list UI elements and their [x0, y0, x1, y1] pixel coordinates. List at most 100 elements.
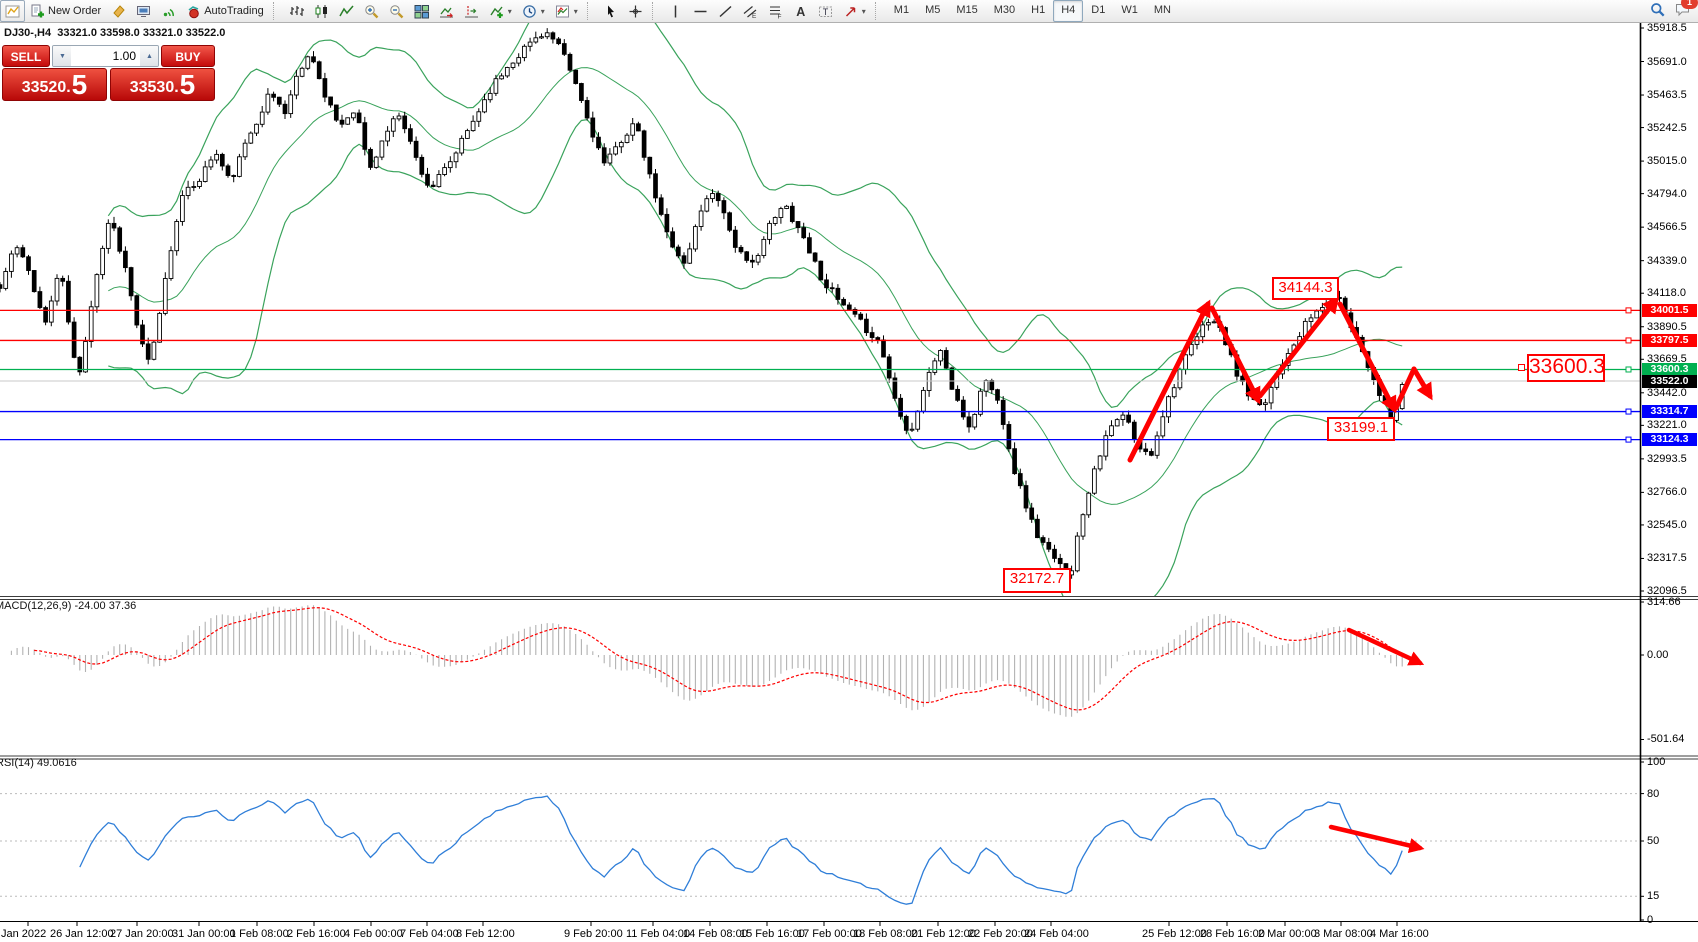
svg-text:F: F: [777, 13, 781, 19]
auto-scroll-button[interactable]: [434, 0, 459, 22]
styles-button[interactable]: [106, 0, 131, 22]
level-price-badge: 33124.3: [1642, 433, 1697, 447]
signals-button[interactable]: [156, 0, 181, 22]
volume-increase-button[interactable]: ▲: [140, 46, 158, 66]
price-annotation-box[interactable]: 33600.3: [1527, 354, 1605, 382]
buy-price-display[interactable]: 33530. 5: [110, 68, 215, 101]
toolbar-separator: [272, 2, 281, 20]
indicators-icon: [489, 4, 504, 19]
time-axis-label: 3 Mar 08:00: [1314, 928, 1373, 940]
tile-windows-button[interactable]: [409, 0, 434, 22]
text-icon: A: [793, 4, 808, 19]
equidistant-channel-icon: E: [743, 4, 758, 19]
equidistant-channel-button[interactable]: E: [738, 0, 763, 22]
time-axis-label: 11 Feb 04:00: [626, 928, 691, 940]
volume-stepper: ▼ ▲: [52, 45, 159, 67]
periods-button[interactable]: ▾: [517, 0, 550, 22]
rsi-axis-tick: 15: [1647, 890, 1660, 903]
autotrading-button[interactable]: AutoTrading: [181, 0, 269, 22]
chat-icon[interactable]: 1: [1675, 0, 1698, 20]
search-icon[interactable]: [1650, 2, 1665, 20]
autotrading-icon: [186, 4, 201, 19]
price-axis-tick: 33221.0: [1647, 419, 1687, 432]
time-axis-label: 17 Feb 00:00: [797, 928, 862, 940]
timeframe-w1-button[interactable]: W1: [1121, 4, 1138, 16]
horizontal-line-button[interactable]: [688, 0, 713, 22]
text-button[interactable]: A: [788, 0, 813, 22]
zoom-in-button[interactable]: [359, 0, 384, 22]
level-price-badge: 33797.5: [1642, 333, 1697, 347]
annotation-handle[interactable]: [1518, 364, 1525, 371]
level-price-badge: 33600.3: [1642, 362, 1697, 376]
price-axis-tick: 35015.0: [1647, 155, 1687, 168]
volume-decrease-button[interactable]: ▼: [53, 46, 71, 66]
styles-icon: [111, 4, 126, 19]
templates-button[interactable]: ▾: [550, 0, 583, 22]
macd-indicator-label: MACD(12,26,9) -24.00 37.36: [0, 600, 137, 612]
price-annotation-box[interactable]: 33199.1: [1327, 417, 1395, 441]
chart-mini-button[interactable]: [0, 0, 25, 22]
timeframe-d1-button[interactable]: D1: [1091, 4, 1106, 16]
indicators-button[interactable]: ▾: [484, 0, 517, 22]
timeframe-mn-button[interactable]: MN: [1153, 4, 1171, 16]
new-order-button[interactable]: New Order: [25, 0, 106, 22]
price-axis-tick: 34794.0: [1647, 187, 1687, 200]
macd-axis-tick: 0.00: [1647, 649, 1669, 661]
chart-area[interactable]: DJ30-,H4 33321.0 33598.0 33321.0 33522.0…: [0, 22, 1698, 942]
sell-price-display[interactable]: 33520. 5: [2, 68, 107, 101]
timeframe-h4-button[interactable]: H4: [1053, 0, 1084, 22]
timeframe-h1-button[interactable]: H1: [1031, 4, 1046, 16]
zoom-out-icon: [389, 4, 404, 19]
time-axis-label: 25 Feb 12:00: [1142, 928, 1207, 940]
svg-text:E: E: [752, 13, 757, 19]
toolbar-separator: [586, 2, 595, 20]
cursor-button[interactable]: [598, 0, 623, 22]
chart-shift-button[interactable]: [459, 0, 484, 22]
time-axis-label: 4 Mar 16:00: [1370, 928, 1429, 940]
rsi-indicator-label: RSI(14) 49.0616: [0, 757, 77, 769]
bar-chart-button[interactable]: [284, 0, 309, 22]
volume-input[interactable]: [71, 46, 140, 66]
chart-mini-icon: [5, 4, 20, 19]
price-axis-tick: 35242.5: [1647, 121, 1687, 134]
chevron-down-icon: ▾: [507, 6, 512, 16]
rsi-axis-tick: 80: [1647, 787, 1660, 800]
chevron-down-icon: ▾: [540, 6, 545, 16]
new-order-icon: [30, 4, 45, 19]
timeframe-m15-button[interactable]: M15: [956, 4, 978, 16]
chevron-down-icon: ▾: [573, 6, 578, 16]
price-axis-tick: 34118.0: [1647, 287, 1686, 300]
price-annotation-box[interactable]: 32172.7: [1003, 568, 1071, 593]
zoom-out-button[interactable]: [384, 0, 409, 22]
svg-text:A: A: [796, 5, 805, 19]
periods-icon: [522, 4, 537, 19]
arrows-button[interactable]: ▾: [838, 0, 871, 22]
tile-windows-icon: [414, 4, 429, 19]
trendline-button[interactable]: [713, 0, 738, 22]
timeframe-m5-button[interactable]: M5: [925, 4, 941, 16]
price-axis-tick: 34566.5: [1647, 221, 1687, 234]
price-annotation-box[interactable]: 34144.3: [1272, 277, 1339, 300]
candlestick-chart-icon: [314, 4, 329, 19]
time-axis-label: 1 Feb 08:00: [230, 928, 289, 940]
auto-scroll-icon: [439, 4, 454, 19]
vertical-line-button[interactable]: [663, 0, 688, 22]
fibonacci-button[interactable]: F: [763, 0, 788, 22]
time-axis-label: 22 Feb 20:00: [968, 928, 1033, 940]
price-axis-tick: 32317.5: [1647, 552, 1687, 565]
chart-ohlc-values: 33321.0 33598.0 33321.0 33522.0: [57, 27, 226, 39]
price-axis-tick: 34339.0: [1647, 254, 1687, 267]
text-label-button[interactable]: T: [813, 0, 838, 22]
timeframe-m1-button[interactable]: M1: [893, 4, 910, 16]
arrows-icon: [843, 4, 858, 19]
sell-button[interactable]: SELL: [2, 45, 50, 67]
chart-canvas: [0, 23, 1698, 926]
crosshair-button[interactable]: [623, 0, 648, 22]
chat-badge: 1: [1681, 0, 1698, 9]
line-chart-button[interactable]: [334, 0, 359, 22]
timeframe-m30-button[interactable]: M30: [993, 4, 1016, 16]
time-axis-label: 27 Jan 20:00: [110, 928, 174, 940]
metaeditor-button[interactable]: [131, 0, 156, 22]
candlestick-chart-button[interactable]: [309, 0, 334, 22]
buy-button[interactable]: BUY: [161, 45, 215, 67]
